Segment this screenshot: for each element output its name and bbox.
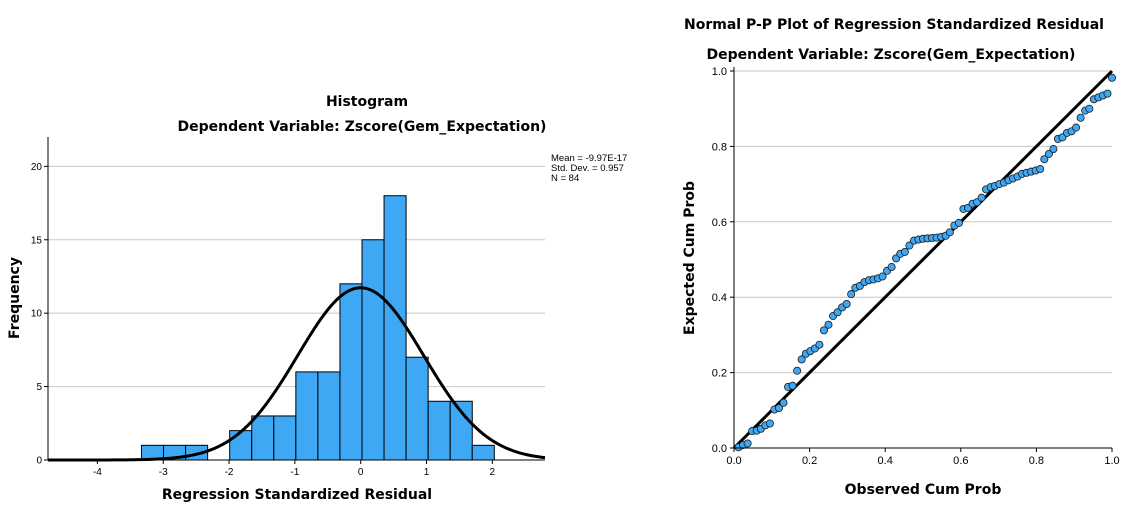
histogram-bar [295,371,319,461]
pp-plot-point [878,272,887,281]
pp-plot-point [954,218,963,227]
histogram-bar [273,415,297,461]
pp-plot-chart: Normal P-P Plot of Regression Standardiz… [682,17,1120,498]
histogram-x-tick-label: -4 [93,467,102,478]
pp-plot-point [743,439,752,448]
pp-plot-x-tick-label: 0.4 [878,455,893,467]
pp-plot-point [945,228,954,237]
histogram-x-tick-label: 1 [424,467,430,478]
histogram-bar [361,239,385,461]
reference-line [732,69,1114,450]
pp-plot-point [1103,89,1112,98]
histogram-x-tick-label: -3 [159,467,168,478]
histogram-subtitle: Dependent Variable: Zscore(Gem_Expectati… [178,119,547,135]
pp-plot-point [1076,113,1085,122]
pp-plot-point [1036,165,1045,174]
pp-plot-point [1040,155,1049,164]
pp-plot-y-tick-label: 1.0 [712,66,727,78]
histogram-stats-box: Mean = -9.97E-17 Std. Dev. = 0.957 N = 8… [551,153,627,184]
pp-plot-points [734,73,1117,452]
histogram-bars [140,195,495,461]
pp-plot-point [977,193,986,202]
pp-plot-point [788,381,797,390]
histogram-y-tick-label: 15 [31,235,43,246]
pp-plot-point [833,308,842,317]
stats-std-dev: Std. Dev. = 0.957 [551,163,624,174]
pp-plot-point [842,299,851,308]
histogram-bar [383,195,407,461]
pp-plot-point [1108,73,1117,82]
pp-plot-y-tick-label: 0.4 [712,292,727,304]
pp-plot-subtitle: Dependent Variable: Zscore(Gem_Expectati… [707,47,1076,63]
histogram-bar [471,444,495,461]
pp-plot-point [819,326,828,335]
pp-plot-gridlines [734,70,1112,374]
histogram-y-ticks: 0 5 10 15 20 [31,162,48,467]
histogram-x-tick-label: -1 [290,467,299,478]
pp-plot-point [779,398,788,407]
pp-plot-point [1072,123,1081,132]
pp-plot-point [847,290,856,299]
histogram-y-tick-label: 5 [36,382,42,393]
pp-plot-y-tick-label: 0.2 [712,368,727,380]
pp-plot-point [815,340,824,349]
histogram-bar [251,415,275,461]
pp-plot-y-label: Expected Cum Prob [682,181,698,335]
pp-plot-x-ticks: 0.0 0.2 0.4 0.6 0.8 1.0 [726,448,1120,467]
pp-plot-y-tick-label: 0.8 [712,141,727,153]
pp-plot-y-ticks: 0.0 0.2 0.4 0.6 0.8 1.0 [712,66,734,455]
pp-plot-point [900,247,909,256]
histogram-bar [229,430,253,461]
histogram-x-tick-label: -2 [225,467,234,478]
histogram-y-tick-label: 0 [36,456,42,467]
pp-plot-point [887,263,896,272]
pp-plot-point [774,404,783,413]
histogram-y-tick-label: 20 [31,162,43,173]
stats-mean: Mean = -9.97E-17 [551,153,627,164]
histogram-x-tick-label: 2 [490,467,496,478]
pp-plot-y-tick-label: 0.0 [712,443,727,455]
pp-plot-x-tick-label: 0.2 [802,455,817,467]
pp-plot-x-label: Observed Cum Prob [845,482,1002,498]
pp-plot-point [824,320,833,329]
pp-plot-point [1044,149,1053,158]
histogram-y-tick-label: 10 [31,309,43,320]
pp-plot-x-tick-label: 0.6 [953,455,968,467]
histogram-bar [405,356,429,461]
histogram-y-label: Frequency [7,257,23,339]
histogram-x-label: Regression Standardized Residual [162,487,432,503]
histogram-gridlines [48,165,545,388]
histogram-bar [317,371,341,461]
pp-plot-x-tick-label: 1.0 [1104,455,1119,467]
pp-plot-x-tick-label: 0.8 [1029,455,1044,467]
histogram-chart: Histogram Dependent Variable: Zscore(Gem… [7,94,627,503]
pp-plot-point [1049,145,1058,154]
pp-plot-title: Normal P-P Plot of Regression Standardiz… [684,17,1104,33]
pp-plot-x-tick-label: 0.0 [726,455,741,467]
histogram-bar [339,283,363,461]
histogram-x-ticks: -4 -3 -2 -1 0 1 2 [93,460,496,478]
pp-plot-point [793,366,802,375]
histogram-title: Histogram [326,94,408,110]
histogram-x-tick-label: 0 [358,467,364,478]
pp-plot-point [765,419,774,428]
pp-plot-y-tick-label: 0.6 [712,217,727,229]
pp-plot-point [797,355,806,364]
stats-n: N = 84 [551,173,579,184]
histogram-bar [427,400,451,461]
pp-plot-point [1085,104,1094,113]
pp-plot-point [905,241,914,250]
